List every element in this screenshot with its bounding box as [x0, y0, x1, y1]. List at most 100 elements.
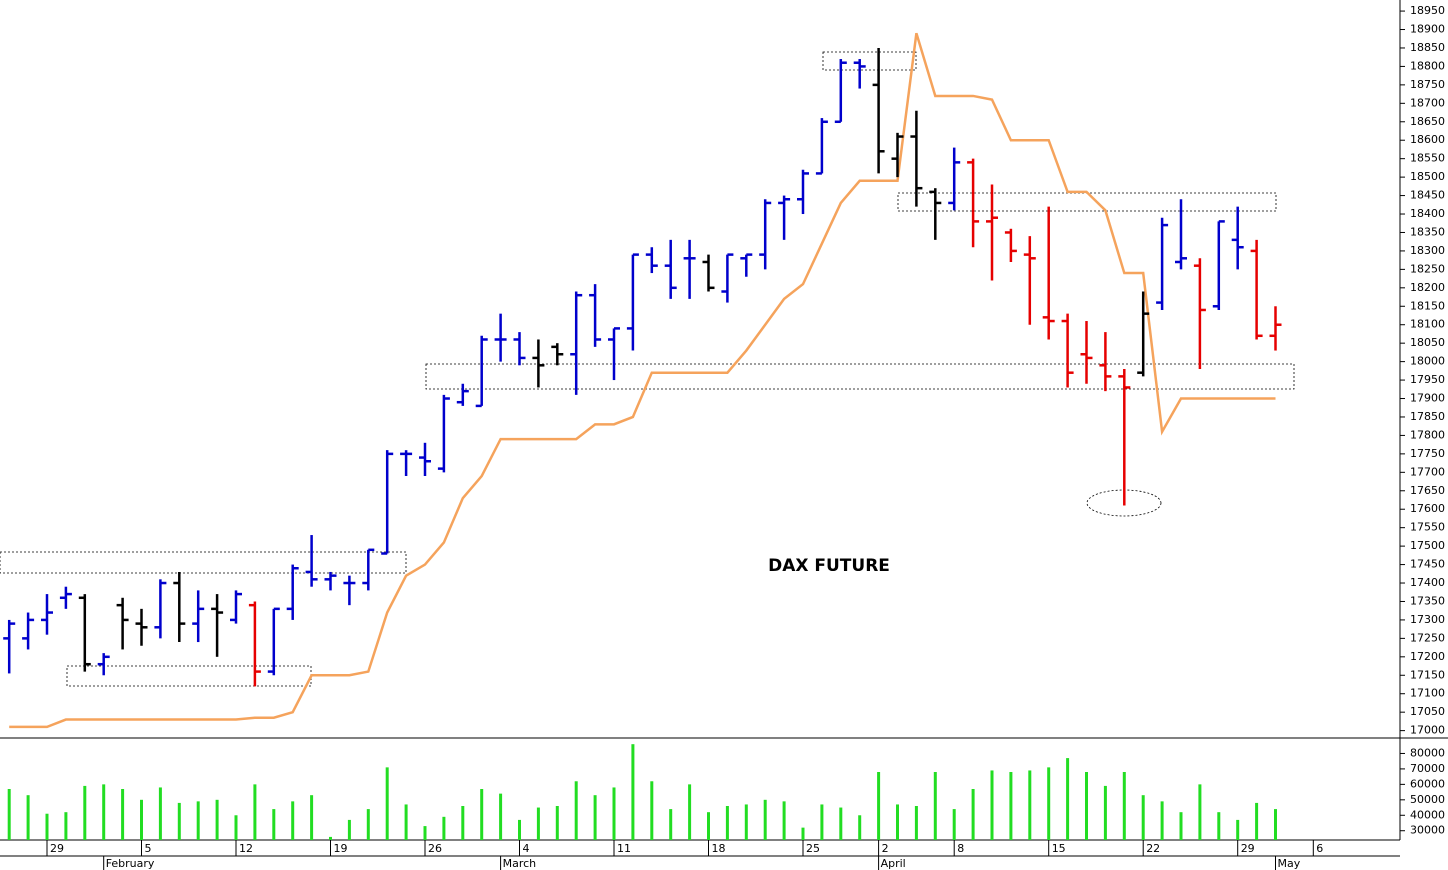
- volume-bar: [177, 802, 181, 840]
- y-tick-label: 18400: [1410, 207, 1445, 220]
- y-tick-label: 30000: [1410, 824, 1445, 837]
- x-tick-label: 4: [523, 842, 530, 855]
- volume-bar: [234, 815, 238, 840]
- stop-line: [9, 32, 1276, 729]
- volume-bar: [820, 804, 824, 840]
- volume-bar: [83, 785, 87, 840]
- x-tick-label: 25: [806, 842, 820, 855]
- y-tick-label: 17600: [1410, 502, 1445, 515]
- x-tick-label: 22: [1146, 842, 1160, 855]
- volume-bar: [782, 801, 786, 840]
- y-tick-label: 17550: [1410, 521, 1445, 534]
- volume-bar: [404, 804, 408, 840]
- volume-bar: [499, 793, 503, 840]
- x-tick-label: 12: [239, 842, 253, 855]
- volume-bar: [555, 806, 559, 840]
- volume-bar: [64, 812, 68, 840]
- x-tick-label: 29: [50, 842, 64, 855]
- volume-bar: [688, 784, 692, 840]
- volume-bar: [914, 806, 918, 840]
- volume-bar: [7, 789, 11, 840]
- volume-bar: [574, 781, 578, 840]
- y-tick-label: 17050: [1410, 705, 1445, 718]
- x-tick-label: 6: [1316, 842, 1323, 855]
- volume-bar: [725, 806, 729, 840]
- x-tick-label: 5: [145, 842, 152, 855]
- volume-bar: [763, 799, 767, 840]
- volume-bar: [196, 801, 200, 840]
- y-tick-label: 17200: [1410, 650, 1445, 663]
- y-tick-label: 60000: [1410, 777, 1445, 790]
- volume-bar: [839, 807, 843, 840]
- volume-bar: [215, 799, 219, 840]
- y-tick-label: 18300: [1410, 244, 1445, 257]
- y-tick-label: 40000: [1410, 808, 1445, 821]
- y-tick-label: 17350: [1410, 594, 1445, 607]
- y-tick-label: 18800: [1410, 59, 1445, 72]
- x-tick-label: 15: [1052, 842, 1066, 855]
- range-box: [0, 551, 407, 574]
- range-box: [822, 51, 917, 71]
- volume-bar: [480, 789, 484, 840]
- y-tick-label: 18550: [1410, 152, 1445, 165]
- y-tick-label: 18200: [1410, 281, 1445, 294]
- volume-bar: [461, 806, 465, 840]
- volume-bar: [518, 819, 521, 840]
- volume-bar: [877, 772, 881, 840]
- y-tick-label: 18600: [1410, 133, 1445, 146]
- range-box: [425, 363, 1295, 390]
- y-tick-label: 17900: [1410, 392, 1445, 405]
- volume-bar: [1236, 819, 1240, 840]
- volume-bar: [1122, 772, 1126, 840]
- volume-bar: [385, 767, 389, 840]
- y-tick-label: 18750: [1410, 78, 1445, 91]
- y-tick-label: 17950: [1410, 373, 1445, 386]
- volume-bar: [1160, 801, 1164, 840]
- volume-bar: [1141, 795, 1145, 840]
- y-tick-label: 17700: [1410, 465, 1445, 478]
- y-tick-label: 17650: [1410, 484, 1445, 497]
- y-tick-label: 17100: [1410, 687, 1445, 700]
- volume-bar: [1047, 767, 1051, 840]
- volume-bar: [1274, 809, 1277, 840]
- volume-bar: [1179, 812, 1183, 840]
- volume-bar: [45, 813, 49, 840]
- y-tick-label: 17750: [1410, 447, 1445, 460]
- y-tick-label: 70000: [1410, 762, 1445, 775]
- volume-bar: [121, 789, 125, 840]
- y-tick-label: 18350: [1410, 225, 1445, 238]
- volume-bar: [801, 827, 805, 840]
- volume-bar: [669, 809, 673, 840]
- y-tick-label: 17250: [1410, 631, 1445, 644]
- volume-bar: [291, 801, 295, 840]
- volume-bar: [310, 795, 314, 840]
- volume-bar: [707, 812, 710, 840]
- volume-bar: [423, 826, 427, 840]
- x-tick-label: 19: [334, 842, 348, 855]
- volume-bar: [1217, 812, 1221, 840]
- volume-bar: [253, 784, 257, 840]
- y-tick-label: 18000: [1410, 355, 1445, 368]
- volume-bar: [896, 804, 899, 840]
- volume-bar: [952, 809, 956, 840]
- y-tick-label: 18100: [1410, 318, 1445, 331]
- y-tick-label: 18850: [1410, 41, 1445, 54]
- y-tick-label: 18450: [1410, 189, 1445, 202]
- y-tick-label: 18900: [1410, 23, 1445, 36]
- volume-bar: [329, 836, 332, 840]
- x-tick-label: 11: [617, 842, 631, 855]
- volume-bar: [1255, 802, 1259, 840]
- volume-bar: [1085, 772, 1088, 840]
- y-tick-label: 17450: [1410, 558, 1445, 571]
- y-tick-label: 18950: [1410, 4, 1445, 17]
- month-label: February: [106, 857, 155, 870]
- y-tick-label: 50000: [1410, 793, 1445, 806]
- month-label: May: [1278, 857, 1301, 870]
- volume-bar: [971, 789, 975, 840]
- y-tick-label: 80000: [1410, 746, 1445, 759]
- volume-bar: [744, 804, 748, 840]
- x-tick-label: 2: [882, 842, 889, 855]
- volume-bar: [536, 807, 540, 840]
